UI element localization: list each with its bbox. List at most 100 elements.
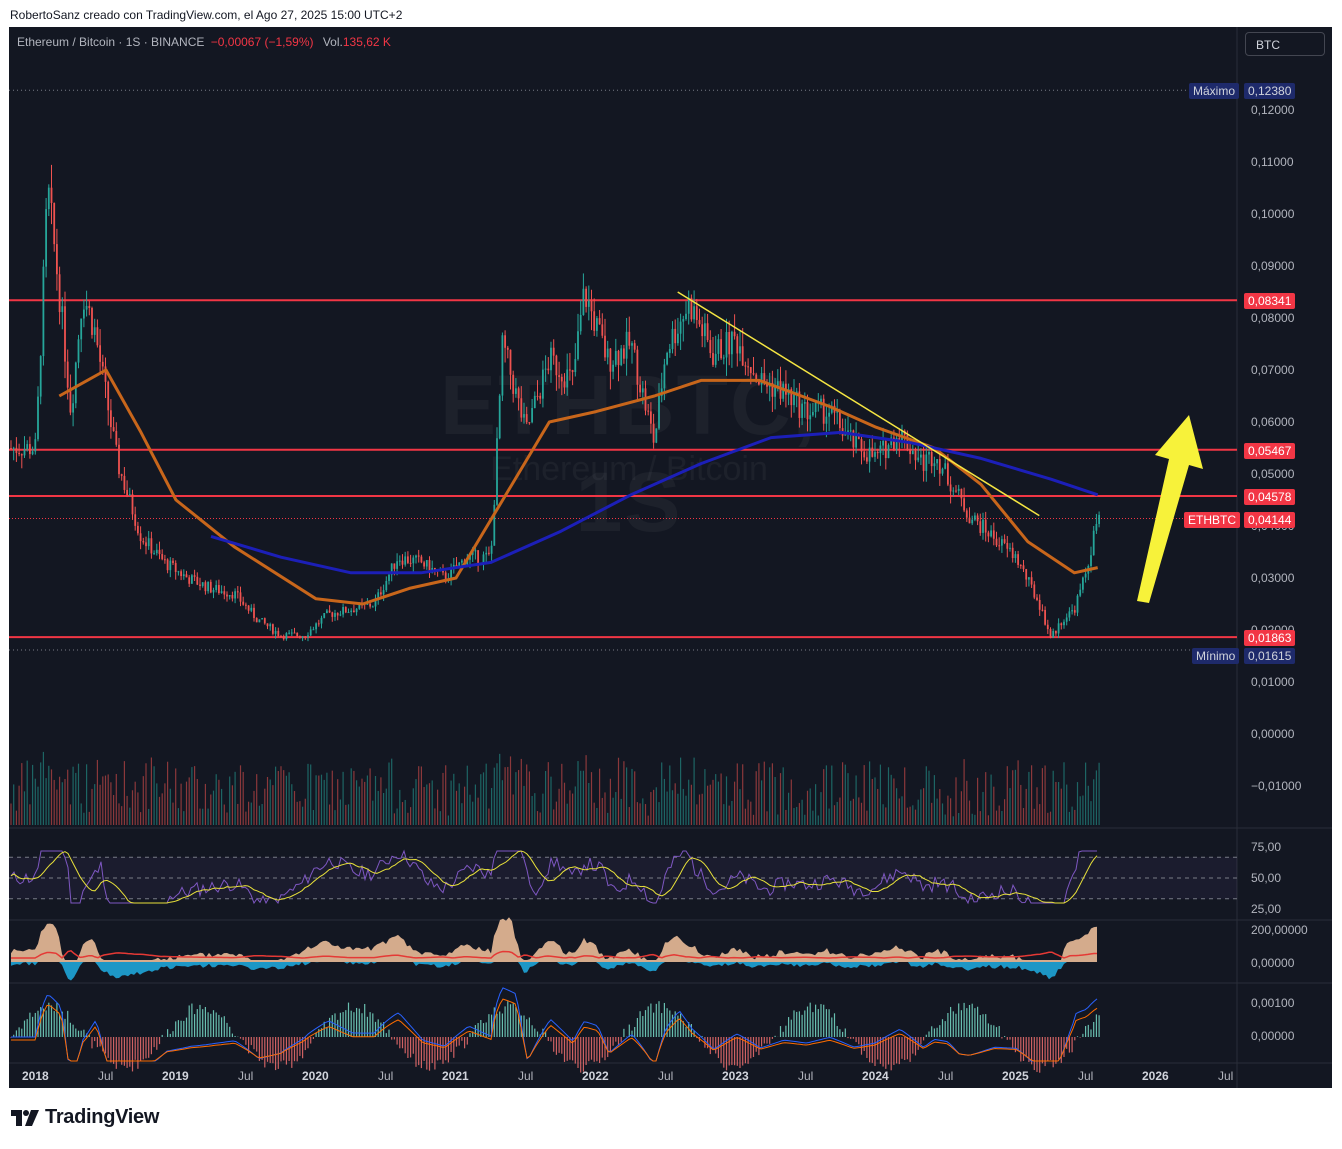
time-axis-label: Jul — [518, 1069, 534, 1083]
candle-body — [396, 561, 398, 569]
candle-body — [852, 430, 855, 448]
volume-bar — [609, 778, 611, 825]
volume-bar — [788, 792, 790, 825]
candle-body — [377, 592, 380, 600]
volume-bar — [299, 801, 301, 825]
time-axis-label: 2021 — [442, 1069, 469, 1083]
candle-body — [250, 607, 253, 611]
volume-bar — [553, 809, 555, 825]
price-axis-label: 0,12000 — [1251, 103, 1295, 117]
candle-body — [739, 346, 741, 354]
volume-bar — [248, 801, 250, 825]
candle-body — [609, 348, 612, 372]
volume-bar — [901, 796, 903, 825]
volume-bar — [923, 788, 925, 825]
candle-body — [641, 388, 644, 393]
volume-bar — [526, 764, 528, 825]
volume-bar — [40, 762, 42, 825]
volume-bar — [1076, 782, 1079, 825]
time-axis-label: 2018 — [22, 1069, 49, 1083]
volume-bar — [140, 812, 142, 825]
volume-bar — [590, 772, 593, 825]
volume-bar — [293, 791, 296, 825]
volume-bar — [847, 773, 849, 825]
chart-frame[interactable]: ETHBTC, 1S Ethereum / Bitcoin Ethereum /… — [9, 27, 1332, 1088]
legend-symbol[interactable]: Ethereum / Bitcoin · 1S · BINANCE — [17, 35, 205, 49]
volume-bar — [766, 811, 768, 825]
candle-body — [685, 313, 687, 320]
candle-body — [717, 339, 720, 354]
candle-body — [255, 617, 258, 623]
candle-body — [517, 388, 520, 399]
volume-bar — [496, 763, 498, 825]
volume-bar — [790, 779, 792, 825]
candle-body — [758, 381, 760, 385]
volume-bar — [13, 784, 15, 825]
time-axis-label: Jul — [1218, 1069, 1234, 1083]
candle-body — [531, 408, 533, 423]
candle-body — [893, 437, 895, 450]
macd-axis-label: 0,00000 — [1251, 1029, 1295, 1043]
volume-bar — [1085, 762, 1087, 825]
volume-bar — [334, 810, 336, 825]
candle-body — [671, 328, 674, 350]
candle-body — [544, 368, 547, 370]
volume-bar — [415, 779, 417, 825]
candle-body — [312, 629, 315, 631]
volume-bar — [707, 785, 709, 825]
volume-bar — [107, 774, 109, 825]
volume-bar — [1041, 768, 1043, 825]
volume-bar — [172, 802, 174, 825]
volume-bar — [126, 795, 128, 825]
volume-bar — [291, 784, 293, 825]
candle-body — [331, 612, 334, 617]
compare-symbol-button[interactable]: BTC — [1245, 32, 1325, 56]
volume-bar — [493, 767, 495, 825]
chart-canvas[interactable] — [9, 27, 1332, 1088]
volume-bar — [29, 804, 31, 825]
tradingview-logo[interactable]: TradingView — [11, 1106, 159, 1129]
rsi-axis-label: 25,00 — [1251, 902, 1282, 916]
volume-bar — [715, 774, 717, 825]
candle-body — [236, 591, 239, 593]
volume-bar — [588, 782, 590, 825]
candle-body — [704, 323, 706, 337]
candle-body — [425, 560, 428, 567]
volume-bar — [53, 779, 55, 825]
candle-body — [496, 438, 498, 505]
volume-bar — [1063, 762, 1065, 825]
volume-bar — [704, 769, 706, 825]
candle-body — [911, 450, 914, 455]
volume-bar — [817, 815, 819, 825]
volume-bar — [10, 803, 12, 825]
min-label-tag: Mínimo — [1192, 648, 1240, 664]
volume-bar — [577, 761, 579, 825]
volume-bar — [850, 800, 852, 825]
volume-bar — [283, 770, 285, 825]
volume-bar — [944, 814, 946, 825]
volume-bar — [45, 778, 47, 825]
candle-body — [617, 350, 620, 366]
volume-bar — [968, 800, 971, 825]
candle-body — [258, 619, 261, 623]
volume-bar — [698, 794, 701, 825]
time-axis-label: 2026 — [1142, 1069, 1169, 1083]
volume-bar — [828, 808, 830, 825]
volume-bar — [99, 784, 101, 825]
volume-bar — [839, 797, 841, 825]
candle-body — [285, 633, 288, 640]
candle-body — [380, 592, 382, 595]
volume-bar — [950, 798, 952, 825]
volume-bar — [812, 810, 814, 825]
volume-bar — [742, 764, 744, 825]
volume-bar — [596, 807, 598, 825]
volume-bar — [1098, 762, 1100, 825]
candle-body — [741, 346, 744, 366]
volume-bar — [91, 788, 93, 825]
candle-body — [239, 592, 242, 602]
volume-bar — [461, 803, 463, 825]
volume-bar — [995, 810, 998, 825]
volume-bar — [75, 772, 77, 825]
candle-body — [606, 348, 609, 358]
candle-body — [158, 549, 161, 555]
